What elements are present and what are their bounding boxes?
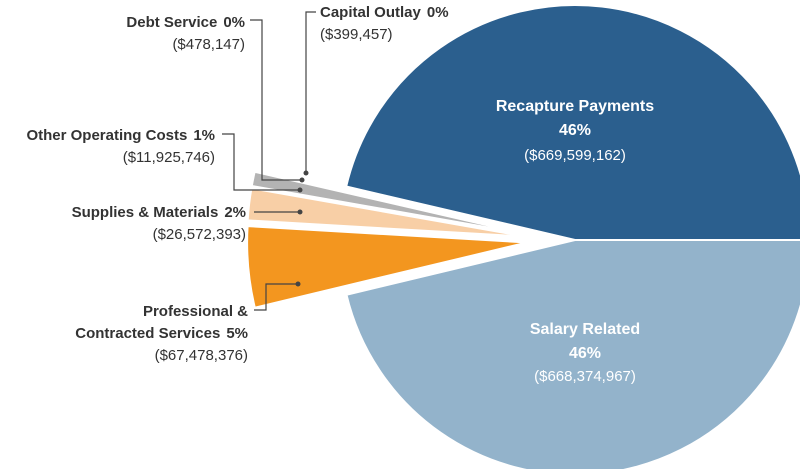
label-salary-related-amount: ($668,374,967) <box>534 368 636 385</box>
label-other-operating-costs: Other Operating Costs 1% ($11,925,746) <box>26 127 215 166</box>
label-other-operating-costs-amount: ($11,925,746) <box>123 149 215 166</box>
label-supplies-materials: Supplies & Materials 2% ($26,572,393) <box>72 204 246 243</box>
slice-salary-related <box>345 239 800 469</box>
label-recapture-payments-name: Recapture Payments <box>496 98 654 115</box>
slice-recapture-payments <box>344 4 800 241</box>
label-debt-service-amount: ($478,147) <box>172 36 245 53</box>
label-recapture-payments-percent: 46% <box>559 122 591 139</box>
label-recapture-payments-amount: ($669,599,162) <box>524 147 626 164</box>
label-salary-related: Salary Related 46% ($668,374,967) <box>530 321 640 385</box>
leader-capital-outlay-dot <box>303 170 309 176</box>
label-supplies-materials-name: Supplies & Materials 2% <box>72 204 246 221</box>
leader-other-operating-costs <box>222 133 300 191</box>
slice-supplies-materials <box>246 187 528 238</box>
slice-capital-outlay <box>253 168 528 235</box>
leader-professional-contracted <box>254 283 298 311</box>
label-debt-service-name: Debt Service 0% <box>126 14 245 31</box>
leader-other-operating-costs-dot <box>297 187 303 193</box>
slice-professional-contracted <box>246 225 528 309</box>
label-professional-contracted: Professional & Contracted Services 5% ($6… <box>75 303 248 364</box>
pie-slices <box>246 4 800 469</box>
label-other-operating-costs-name: Other Operating Costs 1% <box>26 127 215 144</box>
label-salary-related-name: Salary Related <box>530 321 640 338</box>
label-supplies-materials-amount: ($26,572,393) <box>153 226 246 243</box>
label-capital-outlay-name: Capital Outlay 0% <box>320 4 449 21</box>
leader-debt-service-dot <box>299 177 305 183</box>
leader-lines <box>222 11 316 311</box>
label-capital-outlay: Capital Outlay 0% ($399,457) <box>320 4 449 43</box>
leader-professional-contracted-dot <box>295 281 301 287</box>
label-professional-contracted-line2: Contracted Services 5% <box>75 325 248 342</box>
leader-supplies-materials-dot <box>297 209 303 215</box>
leader-capital-outlay <box>305 11 316 173</box>
leader-debt-service <box>250 19 302 181</box>
label-professional-contracted-amount: ($67,478,376) <box>155 347 248 364</box>
label-debt-service: Debt Service 0% ($478,147) <box>126 14 245 53</box>
label-professional-contracted-line1: Professional & <box>143 303 248 320</box>
label-recapture-payments: Recapture Payments 46% ($669,599,162) <box>496 98 654 164</box>
label-salary-related-percent: 46% <box>569 345 601 362</box>
label-capital-outlay-amount: ($399,457) <box>320 26 393 43</box>
